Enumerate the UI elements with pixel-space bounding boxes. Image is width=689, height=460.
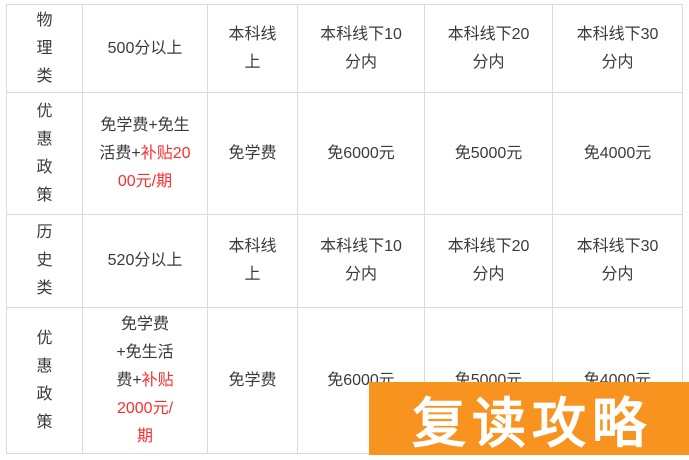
table-row: 历史类 520分以上 本科线上本科线下10 分内 本科线下20 分内 本科线下30 分内	[6, 214, 683, 308]
row-header-cell: 历史类	[6, 214, 83, 308]
table-cell: 本科线上	[207, 214, 298, 308]
table-row: 物理类 500分以上 本科线上本科线下10 分内 本科线下20 分内 本科线下30 分内	[6, 4, 683, 93]
table-cell: 本科线下10 分内	[297, 214, 425, 308]
table-cell: 本科线下20 分内	[424, 214, 553, 308]
table-cell: 本科线下30 分内	[552, 214, 683, 308]
table-cell: 免4000元	[552, 92, 683, 215]
table-cell: 500分以上	[82, 4, 208, 93]
fudu-guide-banner: 复读攻略	[369, 382, 689, 455]
row-header-cell: 物理类	[6, 4, 83, 93]
table-cell: 免学费	[207, 307, 298, 454]
table-cell: 本科线下10 分内	[297, 4, 425, 93]
table-cell: 本科线下30 分内	[552, 4, 683, 93]
banner-label: 复读攻略	[412, 394, 652, 454]
row-header-cell: 优惠政策	[6, 307, 83, 454]
row-header-cell: 优惠政策	[6, 92, 83, 215]
table-cell: 免学费	[207, 92, 298, 215]
table-cell: 免6000元	[297, 92, 425, 215]
table-cell: 本科线下20 分内	[424, 4, 553, 93]
table-cell: 免5000元	[424, 92, 553, 215]
table-cell: 本科线上	[207, 4, 298, 93]
table-cell: 520分以上	[82, 214, 208, 308]
